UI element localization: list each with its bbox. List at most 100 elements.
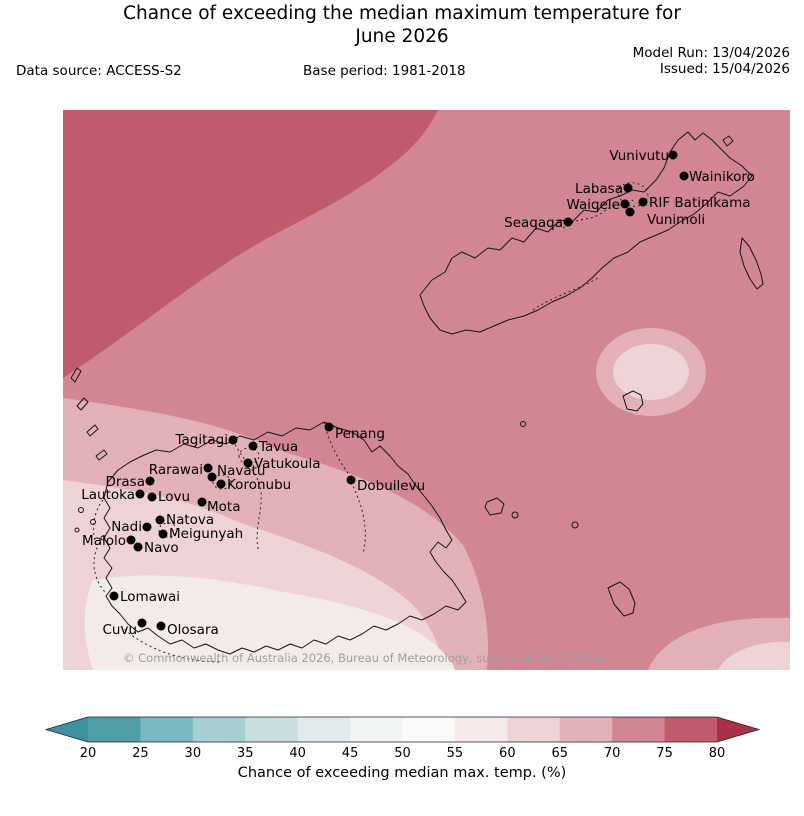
station-label: RIF Batinikama — [649, 195, 751, 211]
coastline — [86, 424, 99, 437]
legend-colorbar: 20 25 30 35 40 45 50 55 60 65 70 75 80 Chance of exce… — [44, 716, 761, 781]
station-label: Vunimoli — [647, 212, 705, 228]
coastline — [607, 581, 636, 617]
legend-tick-label: 60 — [499, 746, 516, 761]
band-60-65-spot — [613, 344, 689, 400]
legend-segment — [559, 717, 613, 742]
band-55-60 — [84, 575, 455, 670]
station-label: Malolo — [82, 533, 126, 549]
legend-arrow-left — [46, 717, 88, 742]
data-source-label: Data source: ACCESS-S2 — [16, 63, 182, 79]
station-label: Dobuilevu — [357, 478, 425, 494]
station-dot — [142, 522, 152, 532]
station-label: Lovu — [158, 489, 190, 505]
station-dot — [197, 497, 207, 507]
legend-tick-label: 45 — [342, 746, 359, 761]
station-dot — [126, 535, 136, 545]
coastline — [76, 397, 89, 411]
coastline — [103, 421, 467, 655]
dotted-boundary — [212, 474, 232, 490]
station-label: Lautoka — [81, 487, 135, 503]
station-label: Lomawai — [120, 589, 180, 605]
legend-segment — [664, 717, 718, 742]
legend-segment — [402, 717, 456, 742]
dotted-boundary — [617, 182, 649, 207]
base-period-label: Base period: 1981-2018 — [303, 63, 466, 79]
station-label: Mota — [207, 499, 240, 515]
station-label: Waiqele — [567, 197, 620, 213]
legend-tick-label: 25 — [132, 746, 149, 761]
dotted-boundary — [93, 499, 106, 593]
station-dot — [228, 435, 238, 445]
station-label: Drasa — [105, 474, 145, 490]
legend-tick-label: 55 — [447, 746, 464, 761]
station-label: Navatu — [217, 463, 265, 479]
islet-coastline — [78, 507, 84, 513]
legend-tick-label: 75 — [656, 746, 673, 761]
coastline — [419, 131, 753, 335]
legend-segment — [192, 717, 246, 742]
station-dot — [216, 479, 226, 489]
station-dot — [324, 422, 334, 432]
station-dot — [145, 476, 155, 486]
coastline — [95, 449, 108, 461]
legend-segment — [612, 717, 666, 742]
station-dot — [207, 472, 217, 482]
station-dot — [679, 171, 689, 181]
dotted-boundary — [532, 277, 599, 311]
station-dot — [147, 492, 157, 502]
dotted-boundary — [323, 421, 353, 480]
station-dot — [620, 199, 630, 209]
legend-tick-label: 50 — [394, 746, 411, 761]
station-dot — [155, 515, 165, 525]
legend-tick-label: 35 — [237, 746, 254, 761]
legend-segment — [245, 717, 299, 742]
legend-arrow-right — [717, 717, 759, 742]
station-label: Labasa — [575, 181, 623, 197]
station-label: Vunivutu — [609, 148, 669, 164]
copyright-notice: © Commonwealth of Australia 2026, Bureau… — [123, 651, 607, 665]
page-title: Chance of exceeding the median maximum t… — [0, 2, 804, 48]
station-dot — [203, 463, 213, 473]
station-label: Vatukoula — [254, 456, 321, 472]
station-dot — [346, 475, 356, 485]
legend-tick-label: 70 — [604, 746, 621, 761]
station-label: Tavua — [258, 439, 298, 455]
legend-segment — [350, 717, 403, 742]
coastline — [622, 390, 644, 412]
legend: 20 25 30 35 40 45 50 55 60 65 70 75 80 Chance of exce… — [0, 700, 804, 790]
station-dot — [109, 591, 119, 601]
legend-axis-label: Chance of exceeding median max. temp. (%… — [238, 765, 567, 781]
legend-tick-label: 65 — [551, 746, 568, 761]
station-dot — [563, 217, 573, 227]
station-dot — [248, 441, 258, 451]
dotted-boundary — [158, 522, 178, 538]
station-dot — [638, 197, 648, 207]
islet-coastline — [90, 519, 96, 525]
islet-coastline — [74, 527, 80, 533]
station-dot — [623, 183, 633, 193]
title-line2: June 2026 — [355, 26, 449, 47]
title-line1: Chance of exceeding the median maximum t… — [123, 3, 681, 24]
islet-coastline — [520, 421, 526, 427]
station-label: Nadi — [111, 519, 142, 535]
islet-coastline — [571, 521, 579, 529]
station-label: Koronubu — [227, 477, 291, 493]
station-label: Cuvu — [102, 622, 137, 638]
coastline — [484, 497, 505, 516]
station-dot — [668, 150, 678, 160]
coastline — [70, 367, 82, 383]
dotted-boundary — [120, 625, 222, 663]
islet-coastline — [511, 511, 519, 519]
legend-segment — [297, 717, 351, 742]
coastline — [722, 135, 734, 147]
station-dot — [137, 618, 147, 628]
legend-tick-label: 20 — [80, 746, 97, 761]
legend-tick-label: 40 — [289, 746, 306, 761]
station-label: Penang — [335, 426, 385, 442]
coastline — [739, 237, 764, 290]
band-75-80 — [63, 110, 438, 378]
station-dot — [158, 529, 168, 539]
